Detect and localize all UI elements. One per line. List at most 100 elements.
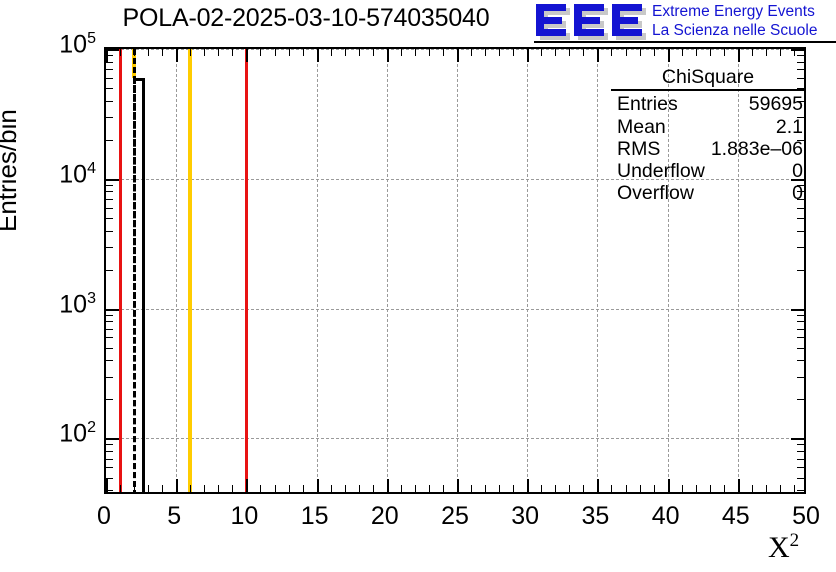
y-tick-minor xyxy=(106,191,113,193)
y-tick-minor xyxy=(106,198,113,200)
x-tick-major-top xyxy=(316,49,319,62)
y-tick-minor xyxy=(106,61,113,63)
stats-row: Underflow 0 xyxy=(611,160,805,182)
x-tick-minor-top xyxy=(218,49,220,56)
x-tick-label: 50 xyxy=(792,502,820,530)
y-tick-minor xyxy=(106,376,113,378)
stats-box-rule xyxy=(611,89,805,92)
x-tick-major-top xyxy=(176,49,179,62)
stats-row-key: RMS xyxy=(617,137,661,160)
stats-box-rows: Entries 59695 Mean 2.1 RMS 1.883e‒06 Underflow… xyxy=(611,93,805,204)
x-tick-minor xyxy=(372,485,374,492)
x-tick-minor-top xyxy=(120,49,121,56)
x-tick-minor-top xyxy=(695,49,697,56)
x-tick-major xyxy=(457,479,459,492)
x-tick-minor xyxy=(695,485,697,492)
y-tick-minor xyxy=(106,116,113,118)
stats-row-key: Entries xyxy=(617,93,678,116)
x-tick-minor xyxy=(583,485,585,492)
x-tick-major-top xyxy=(457,49,459,62)
x-tick-minor-top xyxy=(148,49,150,56)
vertical-gridline xyxy=(386,49,388,492)
y-tick-minor-right xyxy=(797,467,804,469)
y-tick-minor xyxy=(106,444,113,446)
eee-logo-text: Extreme Energy Events La Scienza nelle S… xyxy=(652,3,817,40)
x-tick-minor xyxy=(653,485,655,492)
x-tick-minor xyxy=(232,485,234,492)
y-tick-minor-right xyxy=(797,116,804,118)
y-tick-minor xyxy=(106,328,113,330)
x-tick-minor-top xyxy=(302,49,304,56)
y-tick-label-exponent: 4 xyxy=(87,159,96,177)
x-tick-minor xyxy=(302,485,304,492)
x-tick-minor-top xyxy=(569,49,571,56)
x-tick-label: 0 xyxy=(97,502,111,530)
y-tick-major xyxy=(106,438,119,441)
eee-letter-shadow xyxy=(616,8,646,40)
x-tick-minor xyxy=(190,485,192,492)
y-tick-minor xyxy=(106,477,113,479)
stats-row: RMS 1.883e‒06 xyxy=(611,138,805,160)
x-tick-minor-top xyxy=(583,49,585,56)
x-tick-label: 25 xyxy=(441,502,469,530)
x-tick-minor xyxy=(120,485,121,492)
stats-box-title: ChiSquare xyxy=(661,66,755,88)
marker-line-upper-cut xyxy=(244,49,248,492)
x-tick-minor xyxy=(274,485,276,492)
y-tick-major xyxy=(106,308,119,311)
histogram-bar-top xyxy=(133,77,142,81)
x-tick-minor xyxy=(723,485,725,492)
x-axis-title-base: X xyxy=(768,531,790,564)
x-tick-minor-top xyxy=(723,49,725,56)
stats-row-key: Mean xyxy=(617,115,666,138)
x-tick-minor-top xyxy=(232,49,234,56)
x-tick-minor-top xyxy=(611,49,613,56)
y-tick-major xyxy=(106,178,119,181)
x-tick-minor-top xyxy=(625,49,627,56)
y-tick-minor xyxy=(106,314,113,316)
x-tick-minor-top xyxy=(330,49,332,56)
eee-letter-3 xyxy=(612,4,646,40)
x-tick-minor xyxy=(471,485,472,492)
y-tick-major-right xyxy=(791,49,804,51)
x-tick-minor-top xyxy=(344,49,346,56)
horizontal-gridline xyxy=(106,308,804,310)
y-tick-label-base: 10 xyxy=(59,289,88,318)
vertical-gridline xyxy=(316,49,318,492)
eee-logo-letters xyxy=(536,2,646,40)
y-tick-minor-right xyxy=(797,77,804,79)
x-tick-label: 5 xyxy=(167,502,182,530)
y-tick-major-right xyxy=(791,178,804,181)
stats-row-value: 0 xyxy=(792,160,803,183)
x-tick-minor-top xyxy=(372,49,374,56)
x-tick-major-top xyxy=(597,49,600,62)
x-tick-minor-top xyxy=(471,49,472,56)
y-tick-minor-right xyxy=(797,191,804,193)
vertical-gridline xyxy=(527,49,529,492)
x-tick-label: 10 xyxy=(230,502,259,530)
y-tick-minor xyxy=(106,490,113,492)
y-tick-minor xyxy=(106,207,113,209)
x-tick-minor xyxy=(414,485,416,492)
stats-box: ChiSquare Entries 59695 Mean 2.1 RMS 1.883e‒0… xyxy=(611,66,805,205)
x-tick-minor xyxy=(485,485,487,492)
vertical-gridline xyxy=(667,49,669,492)
y-tick-minor-right xyxy=(797,139,804,141)
vertical-gridline xyxy=(737,49,739,492)
x-tick-minor xyxy=(358,485,360,492)
x-tick-minor-top xyxy=(414,49,416,56)
y-tick-major-right xyxy=(791,438,804,441)
x-tick-minor-top xyxy=(400,49,402,56)
y-tick-label: 105 xyxy=(26,30,96,59)
x-tick-major-top xyxy=(246,49,249,62)
y-tick-minor-right xyxy=(797,477,804,479)
x-tick-minor xyxy=(751,485,753,492)
x-tick-minor xyxy=(541,485,543,492)
x-tick-minor xyxy=(344,485,346,492)
y-tick-major-right xyxy=(791,308,804,311)
x-tick-minor xyxy=(428,485,430,492)
y-tick-label: 104 xyxy=(26,160,96,189)
y-tick-minor xyxy=(106,69,113,71)
x-tick-minor xyxy=(681,485,683,492)
y-tick-minor-right xyxy=(797,61,804,63)
